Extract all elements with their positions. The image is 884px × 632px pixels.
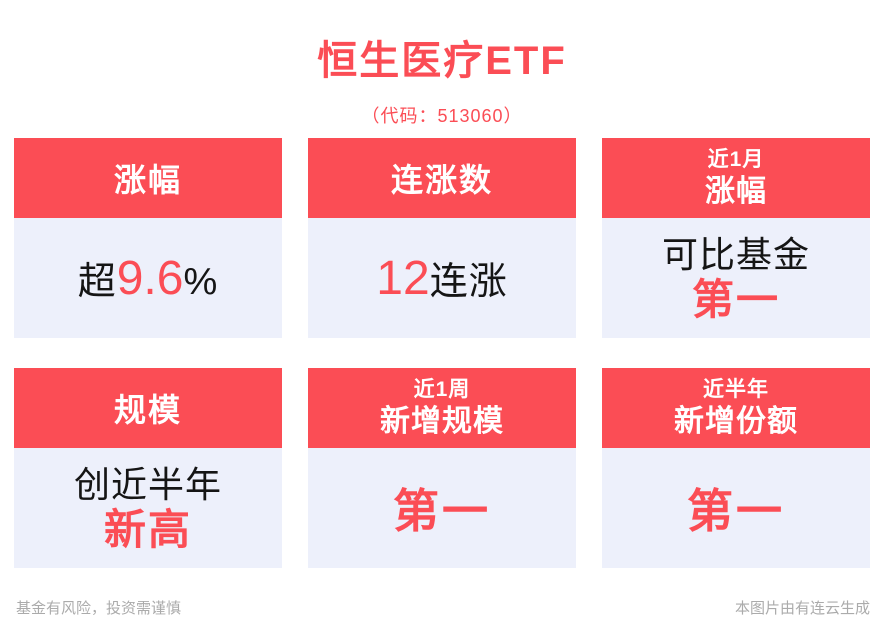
card-one-week-new-scale-body: 第一 (308, 448, 576, 568)
card-one-week-new-scale: 近1周 新增规模 第一 (308, 368, 576, 568)
card-scale: 规模 创近半年 新高 (14, 368, 282, 568)
card-scale-body: 创近半年 新高 (14, 448, 282, 568)
card-half-year-new-shares-body: 第一 (602, 448, 870, 568)
gain-suffix: % (183, 261, 219, 303)
gain-value: 9.6 (116, 252, 184, 305)
card-half-year-new-shares-header-line1: 近半年 (703, 378, 769, 401)
card-half-year-new-shares-header-line2: 新增份额 (674, 405, 798, 438)
stat-card-grid: 涨幅 超 9.6 % 连涨数 12 连涨 (14, 138, 870, 568)
card-consecutive-gains: 连涨数 12 连涨 (308, 138, 576, 338)
card-one-month-gain-header: 近1月 涨幅 (602, 138, 870, 218)
scale-body-line1: 创近半年 (73, 464, 222, 505)
card-gain-body: 超 9.6 % (14, 218, 282, 338)
card-one-month-gain: 近1月 涨幅 可比基金 第一 (602, 138, 870, 338)
one-month-gain-body-line2: 第一 (691, 276, 780, 323)
card-one-week-new-scale-header-line1: 近1周 (413, 378, 471, 401)
card-one-week-new-scale-header: 近1周 新增规模 (308, 368, 576, 448)
card-scale-header-label: 规模 (113, 392, 182, 428)
card-half-year-new-shares: 近半年 新增份额 第一 (602, 368, 870, 568)
gain-prefix: 超 (77, 261, 117, 303)
half-year-new-shares-value: 第一 (687, 485, 785, 537)
card-consecutive-gains-header: 连涨数 (308, 138, 576, 218)
card-gain: 涨幅 超 9.6 % (14, 138, 282, 338)
gain-value-line: 超 9.6 % (78, 250, 219, 306)
card-gain-header: 涨幅 (14, 138, 282, 218)
card-gain-header-label: 涨幅 (113, 162, 182, 198)
page-title: 恒生医疗ETF (317, 39, 567, 83)
card-scale-header: 规模 (14, 368, 282, 448)
one-week-new-scale-value: 第一 (393, 485, 491, 537)
card-one-week-new-scale-header-line2: 新增规模 (380, 405, 504, 438)
consecutive-gains-value-line: 12 连涨 (376, 250, 507, 306)
card-half-year-new-shares-header: 近半年 新增份额 (602, 368, 870, 448)
card-one-month-gain-header-line1: 近1月 (707, 148, 765, 171)
fund-code-subtitle: （代码：513060） (361, 106, 523, 126)
card-one-month-gain-header-line2: 涨幅 (705, 175, 767, 208)
image-source-credit: 本图片由有连云生成 (734, 600, 870, 617)
one-month-gain-body-line1: 可比基金 (661, 234, 810, 275)
card-one-month-gain-body: 可比基金 第一 (602, 218, 870, 338)
scale-body-line2: 新高 (103, 506, 192, 553)
consecutive-gains-suffix: 连涨 (429, 261, 508, 303)
card-consecutive-gains-body: 12 连涨 (308, 218, 576, 338)
risk-disclaimer: 基金有风险，投资需谨慎 (16, 600, 182, 617)
card-consecutive-gains-header-label: 连涨数 (390, 162, 493, 198)
consecutive-gains-value: 12 (376, 252, 430, 305)
